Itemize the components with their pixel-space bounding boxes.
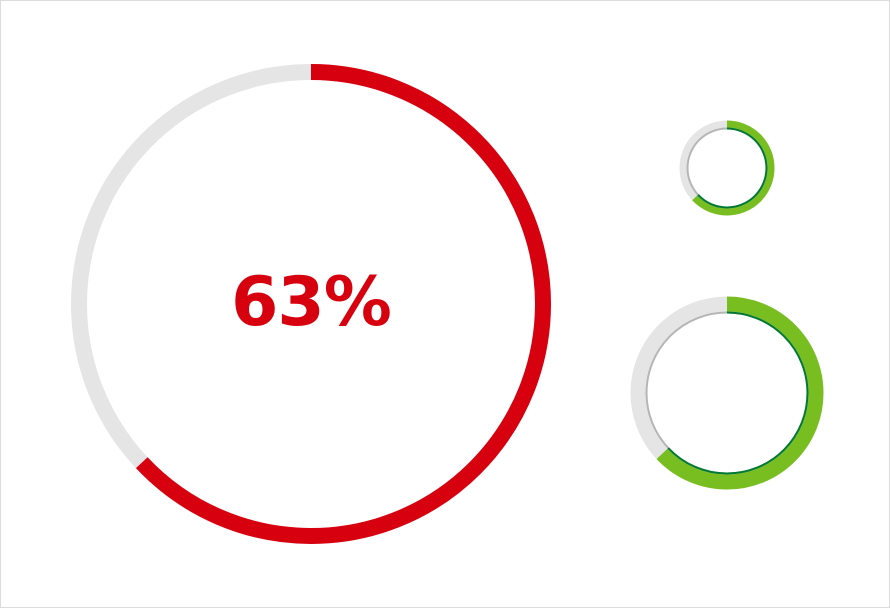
ring-progress bbox=[630, 296, 824, 490]
inner-ring-progress bbox=[686, 127, 768, 209]
inner-ring-progress bbox=[645, 311, 809, 475]
main-progress-ring bbox=[71, 64, 551, 544]
main-percentage-label: 63% bbox=[231, 263, 392, 342]
ring-progress bbox=[71, 64, 551, 544]
medium-progress-ring bbox=[630, 296, 824, 490]
ring-progress bbox=[679, 120, 775, 216]
small-progress-ring bbox=[679, 120, 775, 216]
